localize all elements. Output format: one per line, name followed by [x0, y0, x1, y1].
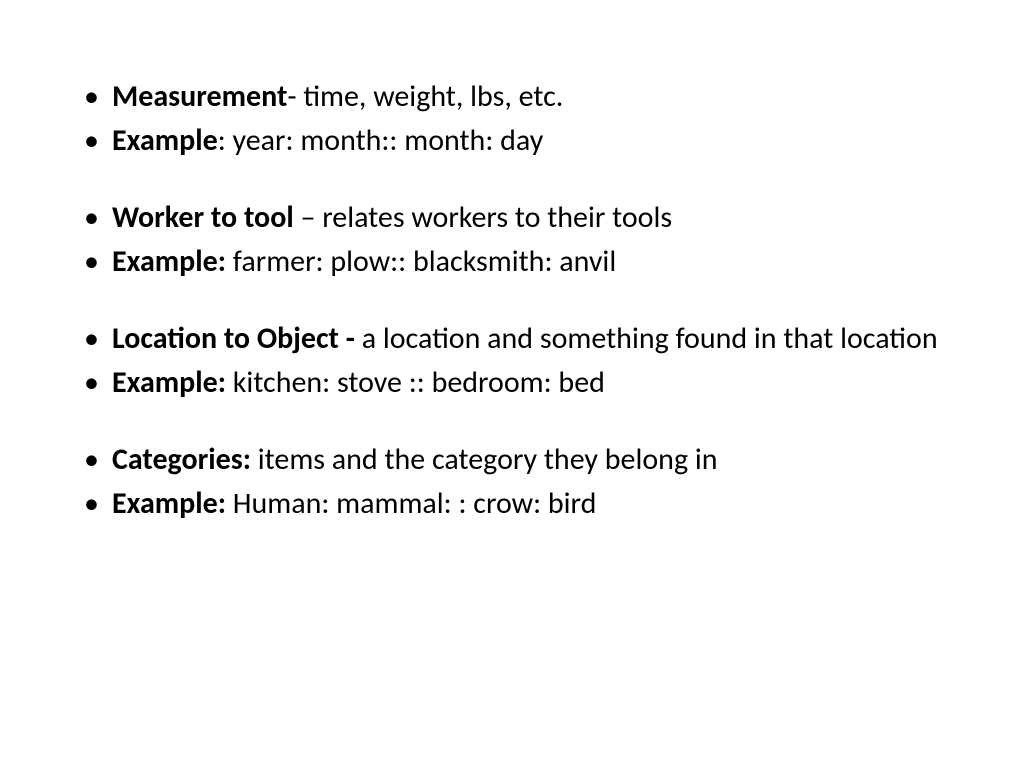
definition: Human: mammal: : crow: bird [233, 485, 597, 522]
slide: Measurement- time, weight, lbs, etc. Exa… [0, 0, 1024, 768]
spacer [70, 165, 954, 199]
sep: - [287, 78, 303, 115]
definition: time, weight, lbs, etc. [303, 78, 563, 115]
list-item: Categories: items and the category they … [70, 441, 954, 479]
spacer [70, 286, 954, 320]
list-item: Example: farmer: plow:: blacksmith: anvi… [70, 243, 954, 281]
definition: farmer: plow:: blacksmith: anvil [233, 243, 616, 280]
term: Measurement [112, 78, 287, 115]
term: Example: [112, 243, 233, 280]
sep: : [218, 122, 233, 159]
list-item: Location to Object - a location and some… [70, 320, 954, 358]
definition: items and the category they belong in [258, 441, 718, 478]
definition: year: month:: month: day [233, 122, 544, 159]
term: Example: [112, 364, 233, 401]
term: Worker to tool [112, 199, 300, 236]
spacer [70, 407, 954, 441]
list-item: Worker to tool – relates workers to thei… [70, 199, 954, 237]
term: Location to Object - [112, 320, 362, 357]
definition: a location and something found in that l… [362, 320, 938, 357]
list-item: Measurement- time, weight, lbs, etc. [70, 78, 954, 116]
term: Categories: [112, 441, 258, 478]
bullet-list: Measurement- time, weight, lbs, etc. Exa… [70, 78, 954, 522]
definition: relates workers to their tools [322, 199, 672, 236]
term: Example: [112, 485, 233, 522]
list-item: Example: kitchen: stove :: bedroom: bed [70, 364, 954, 402]
list-item: Example: year: month:: month: day [70, 122, 954, 160]
definition: kitchen: stove :: bedroom: bed [233, 364, 605, 401]
list-item: Example: Human: mammal: : crow: bird [70, 485, 954, 523]
sep: – [300, 199, 322, 236]
term: Example [112, 122, 218, 159]
